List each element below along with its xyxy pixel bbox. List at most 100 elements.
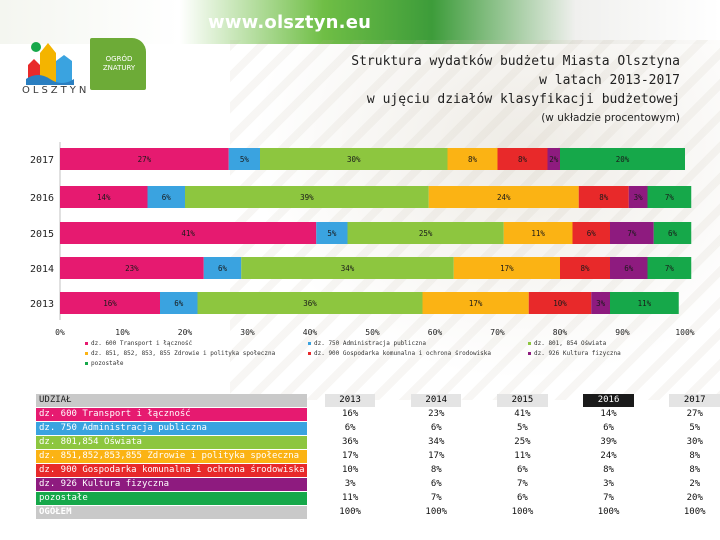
legend-label: dz. 900 Gospodarka komunalna i ochrona ś…: [314, 350, 492, 357]
table-cell: 6%: [411, 421, 462, 436]
data-label: 17%: [500, 264, 514, 273]
bar-segment: [203, 257, 242, 279]
bar-segment: [653, 222, 692, 244]
x-tick-label: 80%: [553, 328, 568, 337]
table-spacer: [547, 407, 584, 422]
category-label: 2015: [30, 229, 54, 240]
table-spacer: [375, 394, 412, 408]
table-cell: 2015: [497, 394, 548, 408]
table-cell: 6%: [583, 421, 634, 436]
bar-segment: [260, 148, 448, 170]
bar-segment: [147, 186, 185, 208]
table-spacer: [461, 477, 498, 492]
garden-logo-line2: ZNATURY: [102, 64, 136, 72]
table-cell: 2014: [411, 394, 462, 408]
table-cell: 2013: [324, 394, 376, 408]
table-spacer: [547, 463, 584, 478]
table-spacer: [547, 394, 584, 408]
legend-label: pozostałe: [91, 360, 124, 367]
table-row-label: pozostałe: [36, 491, 307, 506]
bar-segment: [60, 292, 160, 314]
table-spacer: [633, 435, 670, 450]
legend-swatch: [528, 342, 531, 345]
table-spacer: [306, 505, 325, 520]
data-label: 11%: [531, 229, 545, 238]
data-label: 6%: [162, 193, 172, 202]
chart-title-line-2: w latach 2013-2017: [539, 73, 680, 88]
bar-segment: [560, 148, 685, 170]
table-spacer: [547, 491, 584, 506]
table-spacer: [461, 449, 498, 464]
table-spacer: [306, 463, 325, 478]
stacked-bar-chart: 2017 27% 5% 30% 8% 8% 2% 20% 2016 14% 6% 39% 24% 8% 3%…: [30, 142, 695, 337]
table-cell: 7%: [583, 491, 634, 506]
data-label: 3%: [634, 193, 644, 202]
garden-logo-text: OGRÓD ZNATURY: [96, 55, 142, 73]
legend-item: dz. 801, 854 Oświata: [528, 340, 606, 347]
x-tick-label: 90%: [615, 328, 630, 337]
legend-item: pozostałe: [85, 360, 124, 367]
legend-label: dz. 926 Kultura fizyczna: [534, 350, 621, 357]
table-cell: 6%: [497, 463, 548, 478]
table-row: dz. 600 Transport i łączność 16% 23% 41% 14%…: [36, 407, 720, 422]
table-cell: 5%: [669, 421, 720, 436]
table-cell: 7%: [411, 491, 462, 506]
bar-segment: [160, 292, 198, 314]
table-spacer: [306, 394, 325, 408]
table-row: dz. 801,854 Oświata 36% 34% 25% 39% 30%: [36, 435, 720, 450]
table-cell: 2016: [583, 394, 634, 408]
bar-segment: [578, 186, 629, 208]
table-spacer: [547, 449, 584, 464]
data-label: 27%: [138, 155, 152, 164]
table-cell: 100%: [583, 505, 634, 520]
data-label: 6%: [587, 229, 597, 238]
table-spacer: [306, 421, 325, 436]
table-header-row: UDZIAŁ 2013 2014 2015 2016 2017: [36, 394, 720, 408]
data-label: 41%: [181, 229, 195, 238]
data-label: 11%: [638, 299, 652, 308]
table-cell: 36%: [324, 435, 376, 450]
x-tick-label: 40%: [303, 328, 318, 337]
data-label: 8%: [580, 264, 590, 273]
bar-segment: [547, 148, 560, 170]
data-label: 5%: [327, 229, 337, 238]
table-spacer: [461, 491, 498, 506]
table-spacer: [547, 505, 584, 520]
bar-segment: [610, 292, 679, 314]
bar-segment: [228, 148, 260, 170]
table-cell: 17%: [411, 449, 462, 464]
data-label: 16%: [103, 299, 117, 308]
chart-title-line-3: w ujęciu działów klasyfikacji budżetowej: [366, 92, 680, 107]
data-label: 34%: [341, 264, 355, 273]
table-spacer: [547, 477, 584, 492]
table-spacer: [633, 463, 670, 478]
bar-segment: [528, 292, 592, 314]
table-cell: 2%: [669, 477, 720, 492]
table-cell: 41%: [497, 407, 548, 422]
table-row-label: dz. 600 Transport i łączność: [36, 407, 307, 422]
table-spacer: [375, 421, 412, 436]
chart-legend: dz. 600 Transport i łączność dz. 750 Admi…: [80, 340, 700, 380]
table-cell: 10%: [324, 463, 376, 478]
x-tick-label: 10%: [115, 328, 130, 337]
table-cell: 8%: [669, 449, 720, 464]
legend-item: dz. 600 Transport i łączność: [85, 340, 192, 347]
table-spacer: [306, 407, 325, 422]
bar-segment: [60, 257, 204, 279]
data-label: 17%: [469, 299, 483, 308]
table-spacer: [461, 394, 498, 408]
data-label: 10%: [553, 299, 567, 308]
table-row-label: dz. 750 Administracja publiczna: [36, 421, 307, 436]
table-cell: 2017: [669, 394, 720, 408]
table-spacer: [547, 421, 584, 436]
data-label: 8%: [599, 193, 609, 202]
table-row-label: OGÓŁEM: [36, 505, 307, 520]
bar-segment: [447, 148, 498, 170]
site-url[interactable]: www.olsztyn.eu: [208, 12, 372, 33]
bar-segment: [453, 257, 560, 279]
bar-segment: [647, 186, 692, 208]
table-cell: 5%: [497, 421, 548, 436]
table-row-label: dz. 900 Gospodarka komunalna i ochrona ś…: [36, 463, 307, 478]
table-spacer: [375, 407, 412, 422]
table-row: pozostałe 11% 7% 6% 7% 20%: [36, 491, 720, 506]
